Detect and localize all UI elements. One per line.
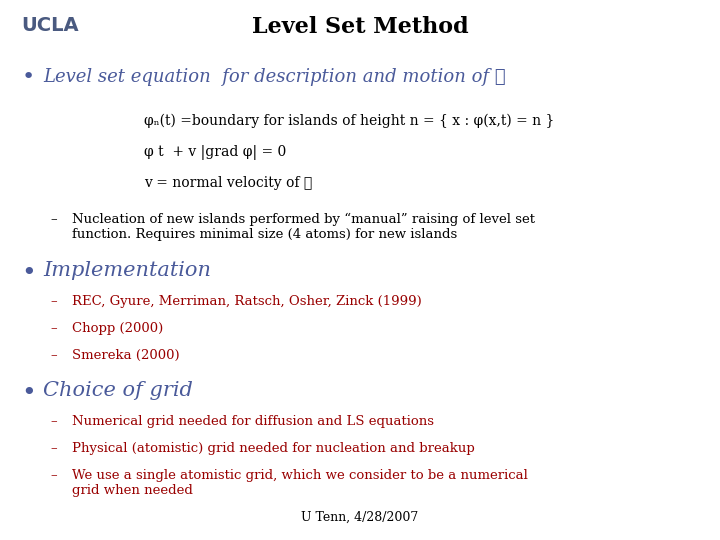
Text: v = normal velocity of ☞: v = normal velocity of ☞ [144, 176, 312, 190]
Text: –: – [50, 349, 57, 362]
Text: –: – [50, 295, 57, 308]
Text: UCLA: UCLA [22, 16, 79, 35]
Text: Physical (atomistic) grid needed for nucleation and breakup: Physical (atomistic) grid needed for nuc… [72, 442, 474, 455]
Text: φ t  + v |grad φ| = 0: φ t + v |grad φ| = 0 [144, 145, 287, 160]
Text: We use a single atomistic grid, which we consider to be a numerical
grid when ne: We use a single atomistic grid, which we… [72, 469, 528, 497]
Text: Numerical grid needed for diffusion and LS equations: Numerical grid needed for diffusion and … [72, 415, 434, 428]
Text: •: • [22, 381, 36, 404]
Text: •: • [22, 68, 35, 87]
Text: –: – [50, 415, 57, 428]
Text: Choice of grid: Choice of grid [43, 381, 193, 400]
Text: Level Set Method: Level Set Method [252, 16, 468, 38]
Text: •: • [22, 261, 36, 285]
Text: Smereka (2000): Smereka (2000) [72, 349, 179, 362]
Text: –: – [50, 213, 57, 226]
Text: –: – [50, 469, 57, 482]
Text: Level set equation  for description and motion of ☞: Level set equation for description and m… [43, 68, 506, 85]
Text: Chopp (2000): Chopp (2000) [72, 322, 163, 335]
Text: U Tenn, 4/28/2007: U Tenn, 4/28/2007 [302, 511, 418, 524]
Text: Nucleation of new islands performed by “manual” raising of level set
function. R: Nucleation of new islands performed by “… [72, 213, 535, 241]
Text: Implementation: Implementation [43, 261, 211, 280]
Text: REC, Gyure, Merriman, Ratsch, Osher, Zinck (1999): REC, Gyure, Merriman, Ratsch, Osher, Zin… [72, 295, 422, 308]
Text: φₙ(t) =boundary for islands of height n = { x : φ(x,t) = n }: φₙ(t) =boundary for islands of height n … [144, 113, 554, 128]
Text: –: – [50, 442, 57, 455]
Text: –: – [50, 322, 57, 335]
